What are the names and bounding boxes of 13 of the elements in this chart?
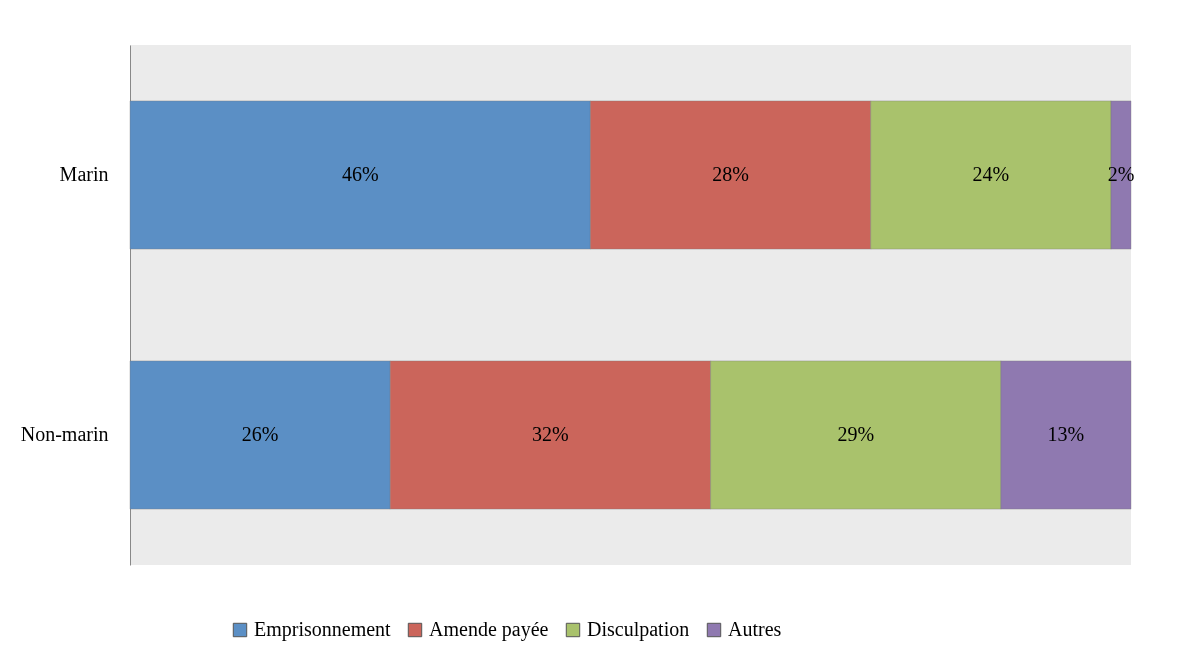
legend-label: Emprisonnement — [254, 618, 392, 641]
data-label: 26% — [241, 423, 279, 445]
data-label: 28% — [712, 163, 749, 185]
data-label: 46% — [341, 163, 379, 185]
data-label: 29% — [837, 423, 875, 445]
y-tick-label: Marin — [59, 163, 109, 185]
legend-label: Disculpation — [587, 618, 690, 641]
legend-label: Amende payée — [429, 618, 549, 641]
data-label: 32% — [532, 423, 569, 445]
y-tick-label: Non-marin — [20, 423, 109, 445]
data-label: 13% — [1047, 423, 1085, 445]
legend-label: Autres — [728, 618, 782, 640]
data-label: 24% — [972, 163, 1010, 185]
